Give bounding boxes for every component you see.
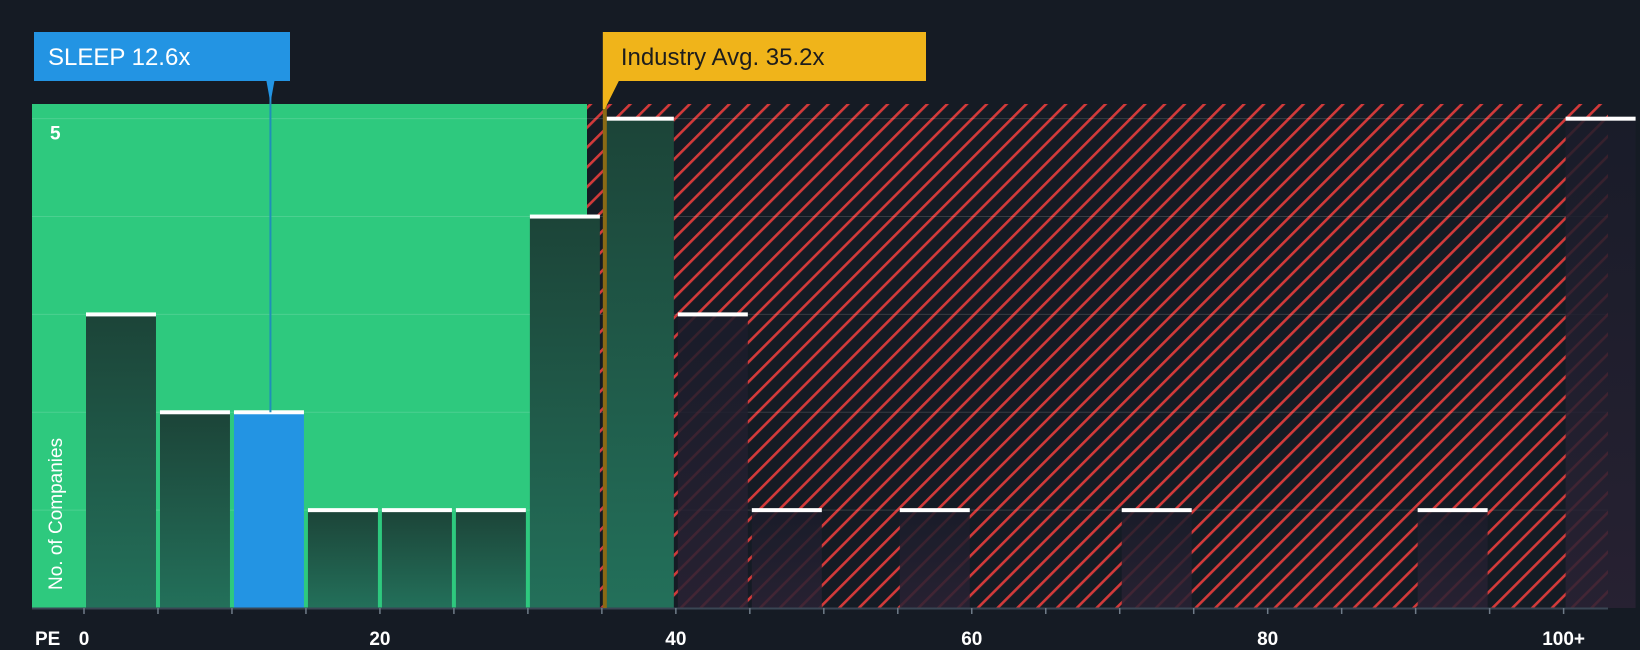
y-axis-ticks: 5	[50, 124, 61, 145]
bar	[86, 314, 156, 608]
bar	[1417, 510, 1488, 608]
bar	[1565, 118, 1636, 608]
bar	[677, 314, 748, 608]
bar	[751, 510, 822, 608]
x-tick-label: 20	[369, 629, 390, 650]
company-callout-box	[34, 32, 290, 103]
company-callout-label: SLEEP 12.6x	[48, 44, 190, 71]
bar-cap	[677, 312, 748, 317]
bar	[381, 510, 452, 608]
bar-cap	[603, 116, 674, 121]
bar-cap	[1565, 116, 1636, 121]
bar	[603, 118, 674, 608]
industry-avg-callout: Industry Avg. 35.2x	[602, 32, 926, 109]
x-tick-label: 100+	[1542, 629, 1585, 650]
bar-highlighted	[233, 412, 304, 608]
bar-cap	[86, 312, 156, 317]
bar	[455, 510, 526, 608]
x-axis-ticks: 0 20 40 60 80 100+	[79, 608, 1585, 650]
x-tick-label: 0	[79, 629, 90, 650]
x-tick-label: 60	[961, 629, 982, 650]
x-axis-title: PE	[35, 629, 60, 650]
company-callout: SLEEP 12.6x	[34, 32, 290, 103]
bar-cap	[1417, 508, 1488, 513]
bar-cap	[455, 508, 526, 513]
bar-cap	[1121, 508, 1192, 513]
bar	[307, 510, 378, 608]
bar-cap	[159, 410, 230, 415]
industry-avg-callout-box	[602, 32, 926, 109]
bar	[529, 216, 600, 608]
bar-cap	[381, 508, 452, 513]
x-tick-label: 80	[1257, 629, 1278, 650]
bar-cap	[529, 214, 600, 219]
bar	[1121, 510, 1192, 608]
bar-cap	[899, 508, 970, 513]
bar	[159, 412, 230, 608]
histogram-bars	[86, 116, 1636, 608]
bar-cap	[307, 508, 378, 513]
bar-cap	[233, 410, 304, 415]
y-axis-title: No. of Companies	[46, 438, 67, 590]
bar	[899, 510, 970, 608]
industry-avg-callout-label: Industry Avg. 35.2x	[621, 44, 825, 71]
bar-cap	[751, 508, 822, 513]
y-tick-label: 5	[50, 124, 61, 145]
x-tick-label: 40	[665, 629, 686, 650]
